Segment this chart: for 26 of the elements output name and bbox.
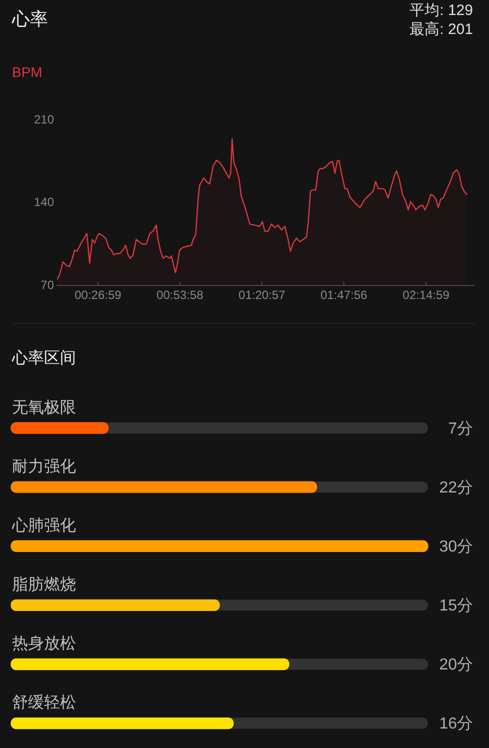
y-tick-label: 舒缓轻松 xyxy=(12,694,76,712)
x-tick-label: 01:20:57 xyxy=(238,288,286,302)
y-axis-title: BPM xyxy=(12,63,42,81)
x-tick-label: 02:14:59 xyxy=(402,288,450,302)
data-label: 30分 xyxy=(439,538,473,556)
y-tick-label: 无氧极限 xyxy=(12,399,76,416)
text: 最高: 201 xyxy=(410,20,473,39)
y-tick-label: 210 xyxy=(34,112,54,126)
chart-title: 心率区间 xyxy=(12,349,76,369)
text: 平均: 129 xyxy=(410,1,473,20)
data-label: 20分 xyxy=(439,656,473,674)
y-tick-label: 140 xyxy=(34,195,54,210)
bar xyxy=(10,422,109,434)
x-tick-label: 00:26:59 xyxy=(74,288,122,302)
data-label: 15分 xyxy=(439,598,473,615)
x-tick-label: 01:47:56 xyxy=(320,288,368,302)
y-tick-label: 心肺强化 xyxy=(11,516,76,535)
data-label: 22分 xyxy=(439,479,473,496)
data-label: 16分 xyxy=(439,716,473,733)
y-tick-label: 热身放松 xyxy=(12,634,76,653)
chart-title: 心率 xyxy=(12,8,48,30)
x-tick-label: 00:53:58 xyxy=(156,288,204,302)
y-tick-label: 脂肪燃烧 xyxy=(12,576,76,594)
y-tick-label: 70 xyxy=(40,278,54,292)
y-tick-label: 耐力强化 xyxy=(12,457,76,476)
data-label: 7分 xyxy=(448,420,473,438)
